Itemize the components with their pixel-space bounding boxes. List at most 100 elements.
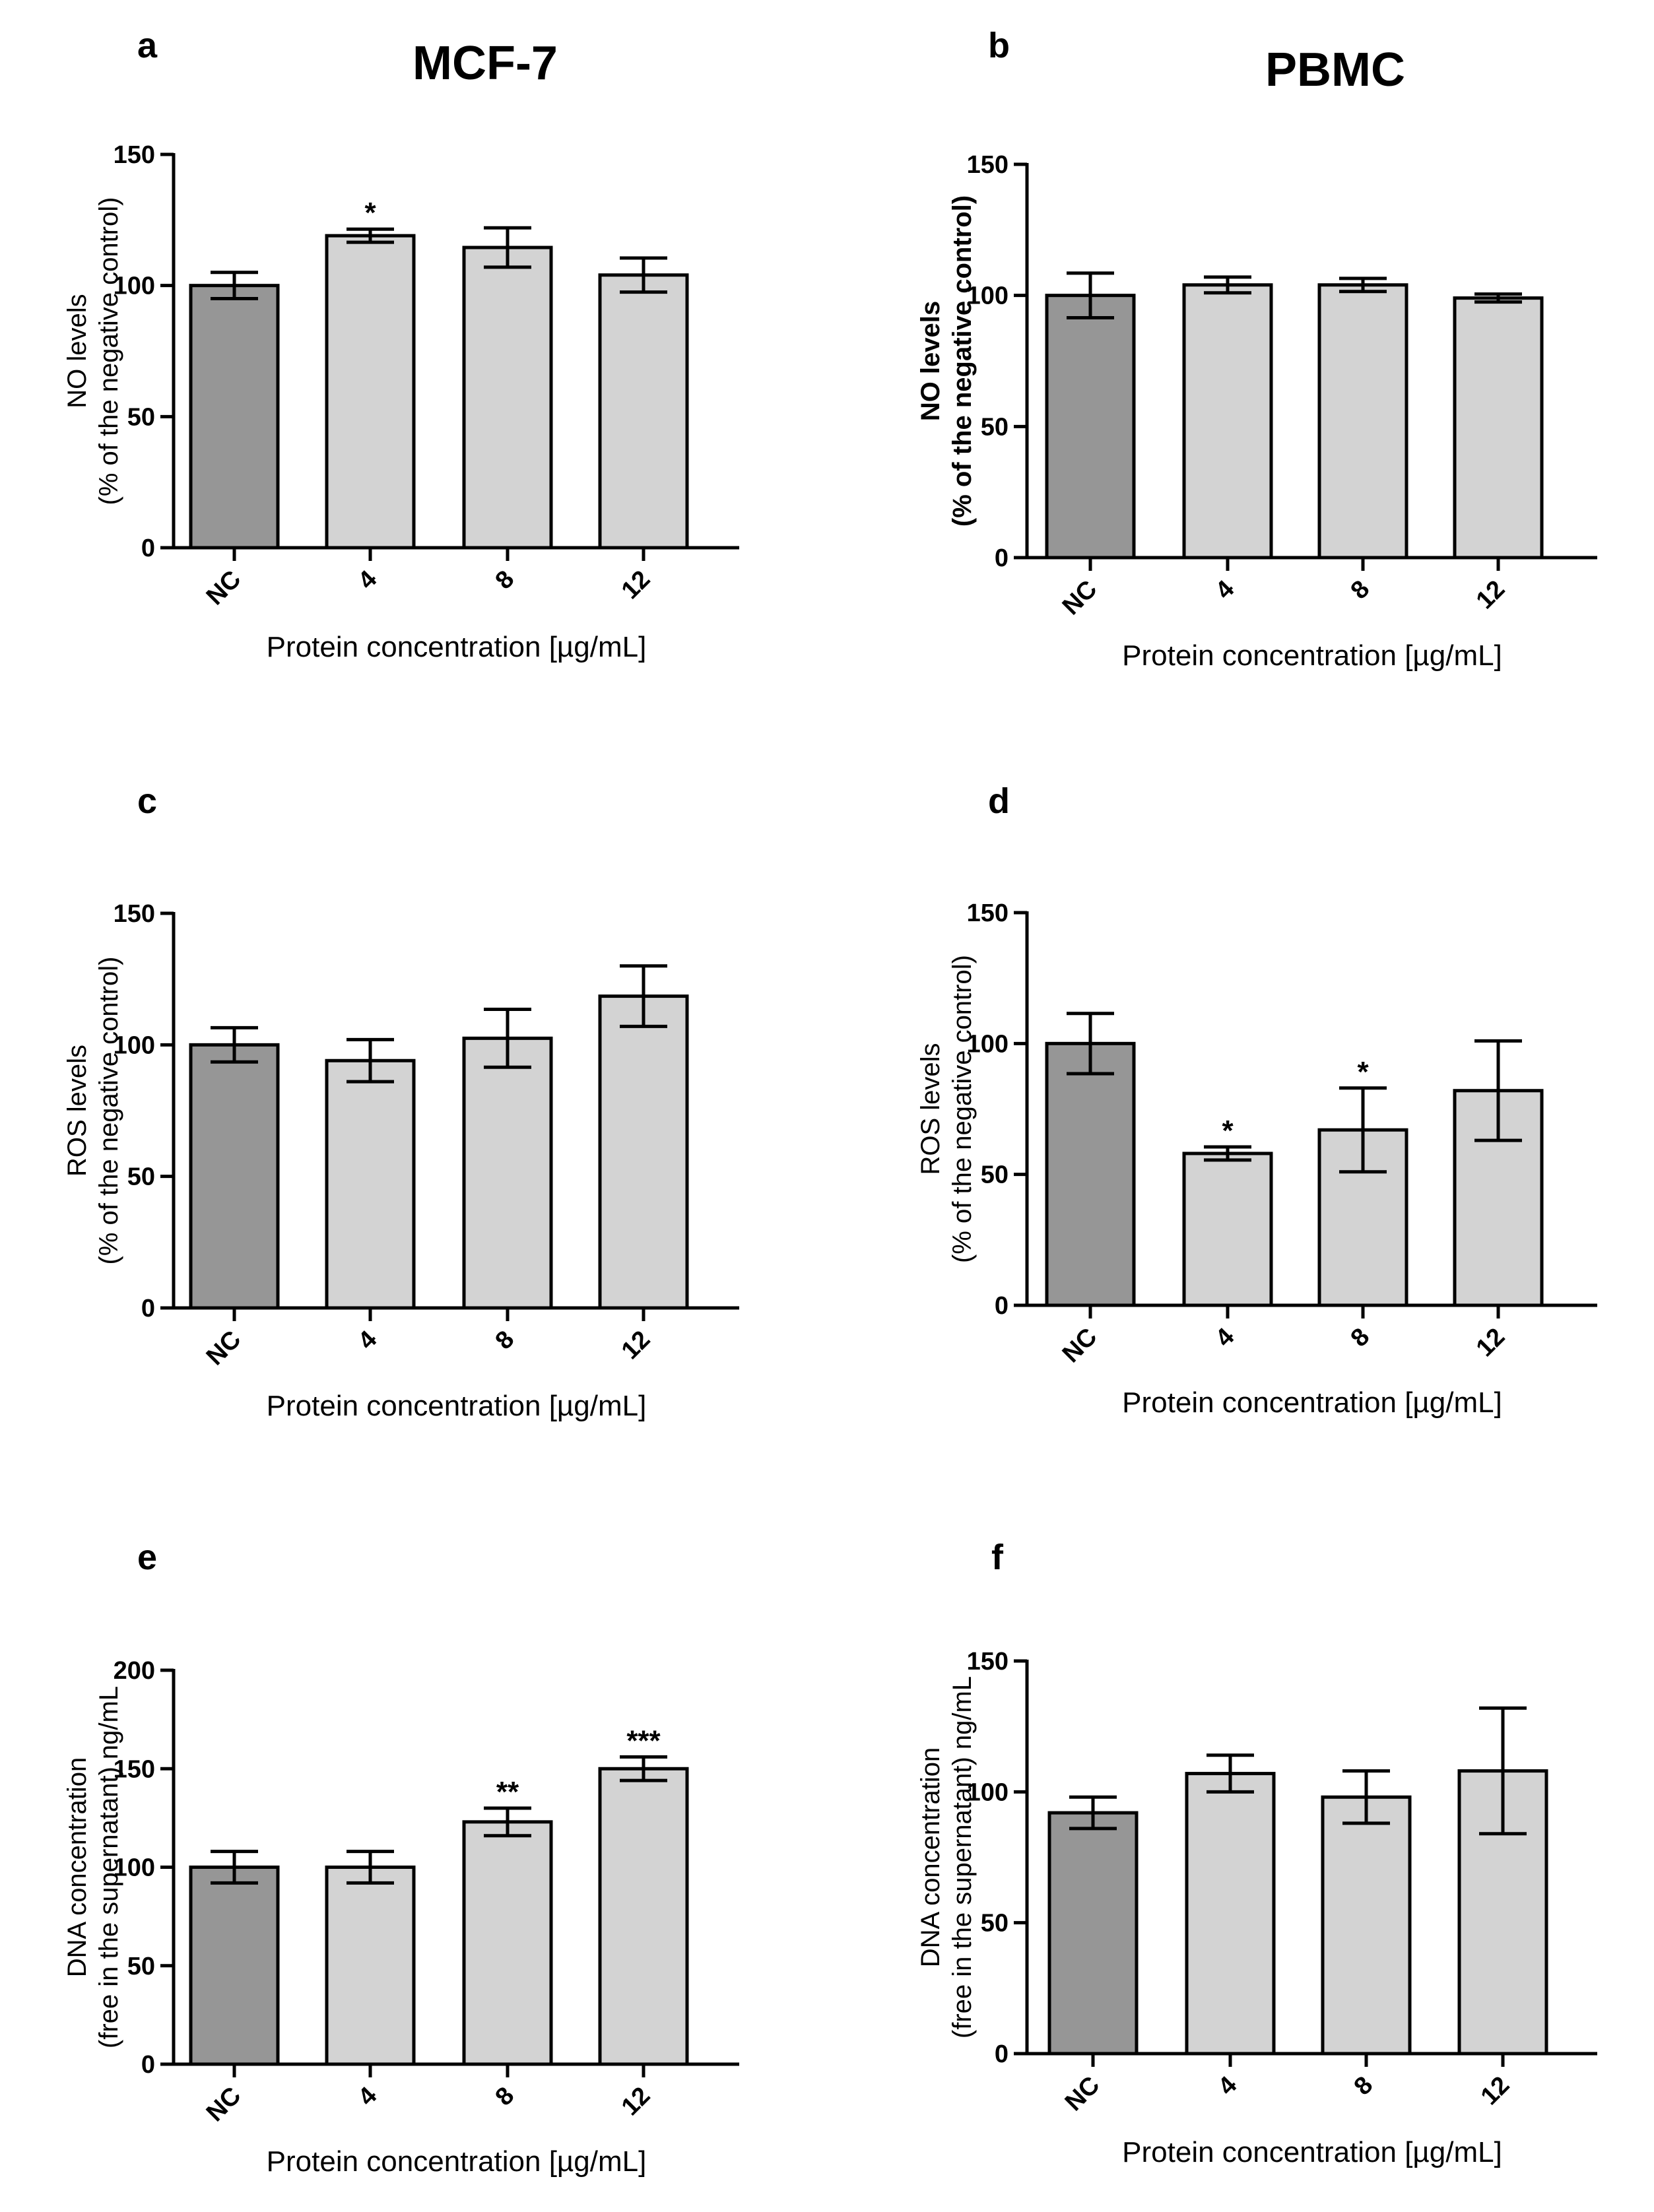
bar-b-4: [1182, 283, 1273, 560]
y-tick-label-b-150: 150: [967, 151, 1009, 179]
bar-a-12: [598, 273, 689, 550]
x-tick-label-d-4: 4: [1210, 1323, 1240, 1353]
x-tick-label-f-NC: NC: [1060, 2071, 1106, 2117]
y-tick-label-d-100: 100: [967, 1030, 1009, 1058]
x-tick-label-b-4: 4: [1210, 575, 1240, 605]
y-axis-label-line-c-2: (% of the negative control): [94, 957, 123, 1265]
x-tick-label-e-4: 4: [353, 2082, 383, 2112]
significance-mark-d-8: *: [1357, 1056, 1369, 1088]
y-axis-label-line-d-2: (% of the negative control): [948, 955, 977, 1263]
significance-mark-e-8: **: [496, 1776, 519, 1808]
y-axis-label-line-f-1: DNA concentration: [916, 1747, 945, 1968]
x-tick-label-c-NC: NC: [201, 1326, 247, 1371]
y-tick-label-e-200: 200: [114, 1657, 155, 1685]
y-tick-label-d-0: 0: [995, 1292, 1009, 1320]
chart-panel-a: NC * 4 8 12 0 50 100 150 NO levels (% of the negat…: [63, 141, 739, 663]
bar-c-12: [598, 994, 689, 1310]
x-tick-label-f-12: 12: [1476, 2071, 1515, 2111]
column-title-mcf7: MCF-7: [413, 37, 558, 90]
panel-letter-f: f: [991, 1538, 1004, 1577]
panel-letter-b: b: [988, 26, 1010, 65]
x-tick-label-a-8: 8: [490, 566, 520, 595]
y-tick-label-a-150: 150: [114, 141, 155, 169]
y-axis-label-line-e-2: (free in the supernatant) ng/mL: [94, 1686, 123, 2048]
y-axis-label-a: NO levels (% of the negative control): [63, 197, 123, 505]
x-tick-label-c-12: 12: [616, 1326, 656, 1365]
x-tick-label-a-12: 12: [616, 566, 656, 605]
y-tick-label-e-100: 100: [114, 1854, 155, 1882]
bar-b-12: [1453, 296, 1544, 560]
x-axis-label-d: Protein concentration [µg/mL]: [1122, 1386, 1502, 1419]
bar-e-8: [462, 1820, 553, 2066]
x-axis-label-f: Protein concentration [µg/mL]: [1122, 2136, 1502, 2168]
x-tick-label-c-4: 4: [353, 1326, 383, 1355]
x-tick-label-c-8: 8: [490, 1326, 520, 1355]
panel-letter-c: c: [137, 781, 157, 821]
x-tick-label-b-12: 12: [1471, 575, 1511, 615]
chart-panel-d: NC * 4 * 8 12 0 50 100 150 ROS levels (% of the neg…: [916, 899, 1597, 1419]
chart-panel-b: NC 4 8 12 0 50 100 150 NO levels (% of the negati…: [916, 151, 1597, 672]
y-axis-label-line-f-2: (free in the supernatant) ng/mL: [948, 1676, 977, 2038]
x-tick-label-e-8: 8: [490, 2082, 520, 2112]
y-tick-label-e-0: 0: [141, 2051, 155, 2079]
panel-letter-d: d: [988, 781, 1010, 821]
y-tick-label-c-150: 150: [114, 900, 155, 928]
y-tick-label-e-50: 50: [127, 1953, 155, 1980]
bar-a-4: [325, 234, 416, 550]
bar-d-4: [1182, 1152, 1273, 1307]
y-tick-label-d-150: 150: [967, 899, 1009, 927]
y-tick-label-a-50: 50: [127, 403, 155, 431]
bar-d-NC: [1045, 1041, 1136, 1307]
x-tick-label-e-12: 12: [616, 2082, 656, 2122]
panel-letter-e: e: [137, 1538, 157, 1577]
x-tick-label-e-NC: NC: [201, 2082, 247, 2128]
bar-e-4: [325, 1866, 416, 2066]
x-axis-label-c: Protein concentration [µg/mL]: [267, 1390, 647, 1422]
y-tick-label-f-50: 50: [981, 1910, 1009, 1937]
y-axis-label-line-c-1: ROS levels: [63, 1045, 92, 1177]
y-axis-label-d: ROS levels (% of the negative control): [916, 955, 977, 1263]
x-tick-label-b-8: 8: [1346, 575, 1375, 605]
bar-f-4: [1185, 1772, 1276, 2056]
x-tick-label-d-8: 8: [1346, 1323, 1375, 1353]
y-axis-label-line-a-1: NO levels: [63, 294, 92, 408]
y-tick-label-b-50: 50: [981, 413, 1009, 441]
significance-mark-e-12: ***: [626, 1724, 661, 1757]
y-tick-label-c-50: 50: [127, 1163, 155, 1191]
x-axis-label-b: Protein concentration [µg/mL]: [1122, 639, 1502, 672]
bar-c-4: [325, 1058, 416, 1310]
x-tick-label-d-12: 12: [1471, 1323, 1511, 1363]
y-tick-label-a-100: 100: [114, 273, 155, 300]
bar-b-NC: [1045, 294, 1136, 560]
panel-letter-a: a: [137, 26, 158, 65]
bar-f-8: [1321, 1795, 1412, 2056]
y-tick-label-f-150: 150: [967, 1648, 1009, 1675]
y-tick-label-b-100: 100: [967, 282, 1009, 310]
bar-b-8: [1317, 283, 1408, 560]
x-tick-label-d-NC: NC: [1057, 1323, 1103, 1369]
y-axis-label-b: NO levels (% of the negative control): [916, 195, 977, 527]
bar-f-NC: [1047, 1811, 1139, 2056]
y-tick-label-f-0: 0: [995, 2040, 1009, 2068]
y-axis-label-line-e-1: DNA concentration: [63, 1757, 92, 1978]
column-title-pbmc: PBMC: [1265, 44, 1405, 96]
y-axis-label-line-a-2: (% of the negative control): [94, 197, 123, 505]
y-axis-label-f: DNA concentration (free in the supernatan…: [916, 1676, 977, 2038]
x-axis-label-a: Protein concentration [µg/mL]: [267, 631, 647, 663]
x-tick-label-a-4: 4: [353, 566, 383, 595]
y-tick-label-c-0: 0: [141, 1295, 155, 1322]
y-tick-label-d-50: 50: [981, 1161, 1009, 1189]
y-axis-label-e: DNA concentration (free in the supernatan…: [63, 1686, 123, 2048]
y-axis-label-c: ROS levels (% of the negative control): [63, 957, 123, 1265]
bar-c-8: [462, 1036, 553, 1310]
y-tick-label-f-100: 100: [967, 1778, 1009, 1806]
y-tick-label-e-150: 150: [114, 1755, 155, 1783]
y-axis-label-line-d-1: ROS levels: [916, 1043, 945, 1175]
x-tick-label-a-NC: NC: [201, 566, 247, 611]
y-axis-label-line-b-2: (% of the negative control): [948, 195, 977, 527]
y-tick-label-a-0: 0: [141, 535, 155, 562]
bar-c-NC: [189, 1043, 280, 1310]
